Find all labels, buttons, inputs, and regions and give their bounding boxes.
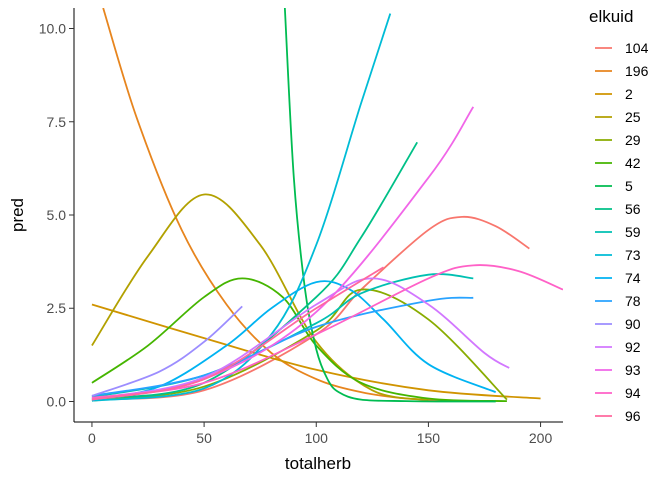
x-tick-label: 200 xyxy=(529,430,553,446)
series-line-92 xyxy=(91,277,510,400)
y-axis-title: pred xyxy=(8,198,27,232)
x-axis-ticks: 0 50 100 150 200 xyxy=(88,422,552,446)
legend-label-78: 78 xyxy=(625,293,641,309)
series-line-96 xyxy=(91,266,385,401)
legend-label-104: 104 xyxy=(625,40,649,56)
series-line-78 xyxy=(91,296,474,397)
series-line-59 xyxy=(91,273,474,398)
y-axis-ticks: 0.0 2.5 5.0 7.5 10.0 xyxy=(39,21,74,409)
legend: 104 196 2 25 29 42 5 56 59 73 74 78 90 92 93 94 96 xyxy=(595,40,649,424)
legend-label-96: 96 xyxy=(625,408,641,424)
series-line-196 xyxy=(102,8,451,402)
series-line-2 xyxy=(91,303,541,400)
series-line-104 xyxy=(91,215,530,401)
x-tick-label: 0 xyxy=(88,430,96,446)
x-tick-label: 100 xyxy=(305,430,329,446)
x-axis-title: totalherb xyxy=(285,454,351,473)
series-line-5 xyxy=(283,8,496,403)
x-tick-label: 50 xyxy=(196,430,212,446)
legend-label-2: 2 xyxy=(625,86,633,102)
legend-label-42: 42 xyxy=(625,155,641,171)
legend-label-74: 74 xyxy=(625,270,641,286)
legend-title: elkuid xyxy=(589,7,633,26)
y-tick-label: 10.0 xyxy=(39,21,66,37)
legend-label-90: 90 xyxy=(625,316,641,332)
legend-label-25: 25 xyxy=(625,109,641,125)
y-tick-label: 7.5 xyxy=(47,114,67,130)
y-tick-label: 0.0 xyxy=(47,393,67,409)
series-line-73 xyxy=(91,13,392,402)
legend-label-93: 93 xyxy=(625,362,641,378)
legend-label-94: 94 xyxy=(625,385,641,401)
series-line-90 xyxy=(91,305,243,397)
legend-label-196: 196 xyxy=(625,63,649,79)
legend-label-92: 92 xyxy=(625,339,641,355)
legend-label-29: 29 xyxy=(625,132,641,148)
series-line-74 xyxy=(91,280,497,401)
series-line-29 xyxy=(91,288,508,402)
series-line-56 xyxy=(91,141,418,400)
y-tick-label: 2.5 xyxy=(47,300,67,316)
x-tick-label: 150 xyxy=(417,430,441,446)
legend-label-73: 73 xyxy=(625,247,641,263)
series-line-25 xyxy=(91,193,429,401)
series-line-94 xyxy=(91,264,563,399)
legend-label-56: 56 xyxy=(625,201,641,217)
legend-label-5: 5 xyxy=(625,178,633,194)
series-line-42 xyxy=(91,277,507,403)
series-lines xyxy=(91,8,563,403)
y-tick-label: 5.0 xyxy=(47,207,67,223)
legend-label-59: 59 xyxy=(625,224,641,240)
